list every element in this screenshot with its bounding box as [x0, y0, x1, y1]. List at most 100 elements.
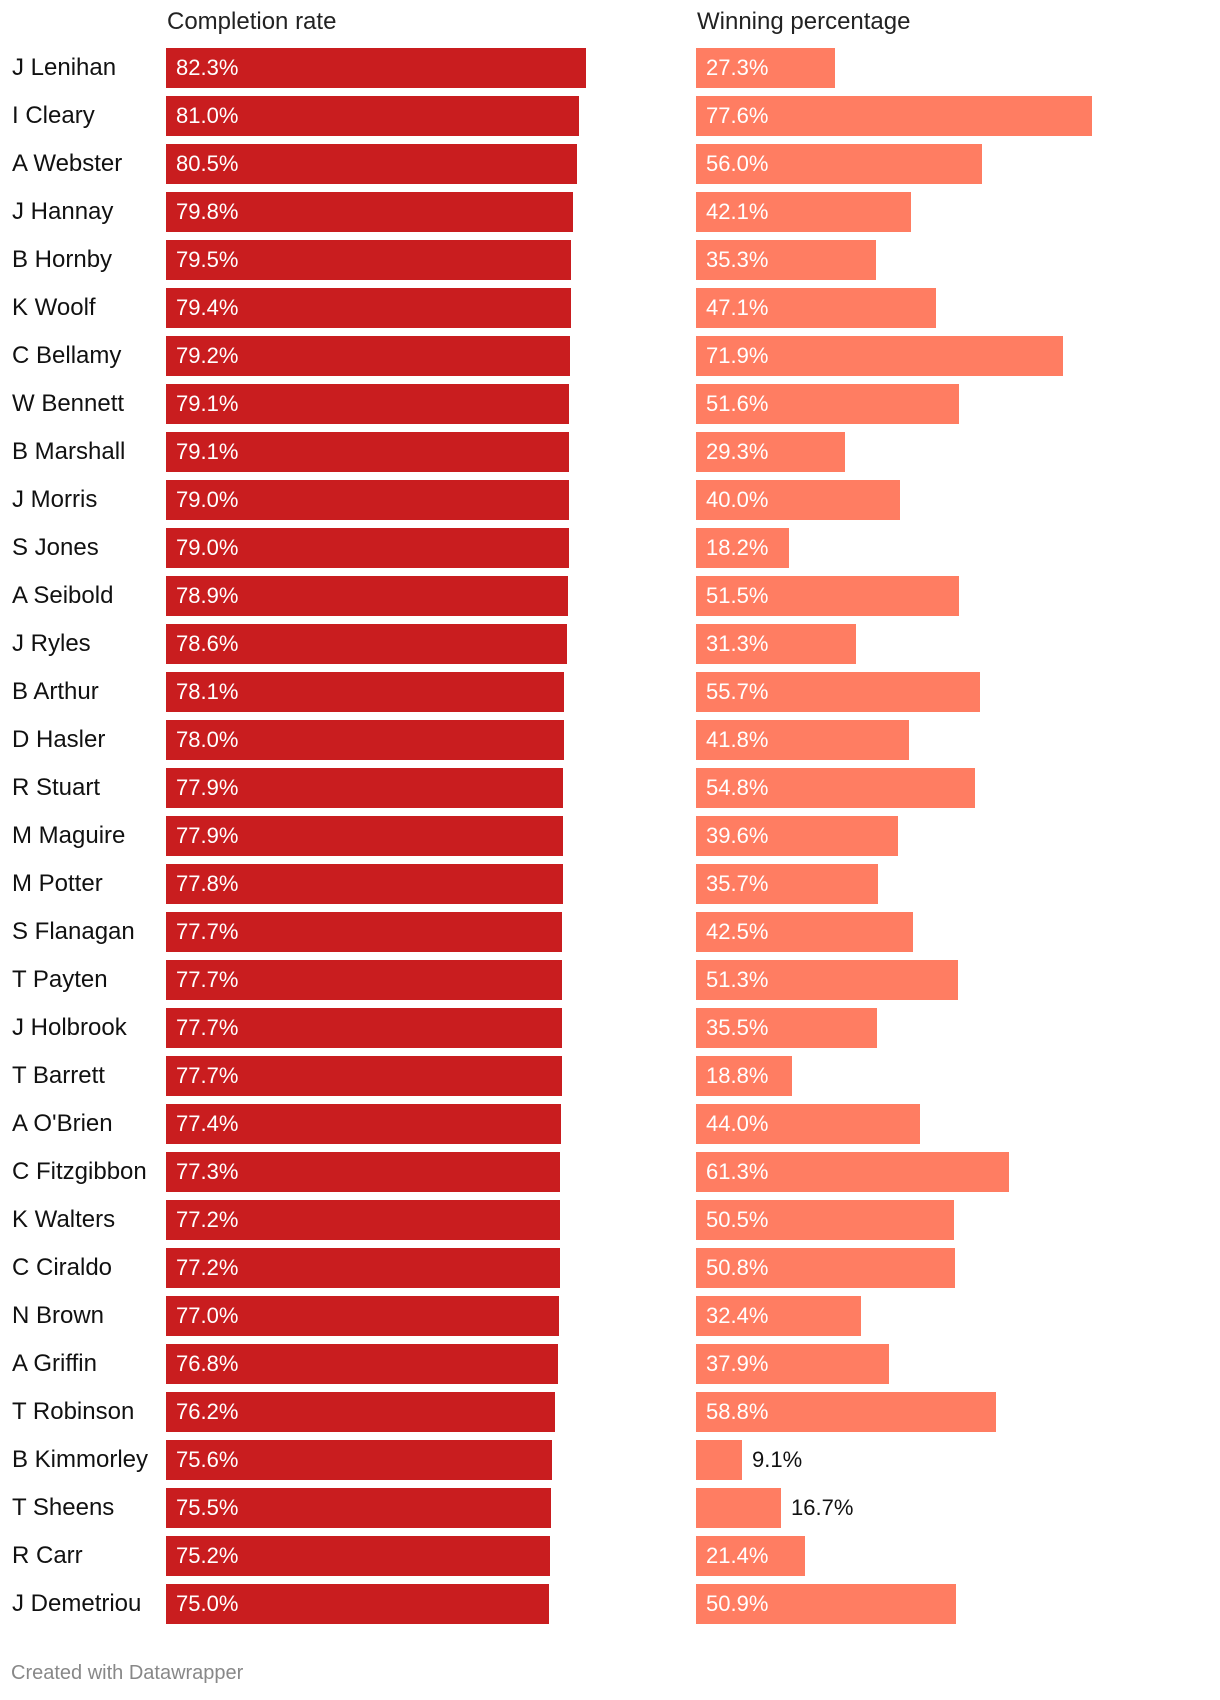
winning-value-r-carr: 21.4% — [706, 1543, 769, 1568]
completion-bar-a-o-brien — [166, 1104, 561, 1144]
completion-value-t-barrett: 77.7% — [176, 1063, 239, 1088]
completion-value-c-fitzgibbon: 77.3% — [176, 1159, 239, 1184]
winning-bar-j-morris — [696, 480, 900, 520]
completion-bar-b-marshall — [166, 432, 569, 472]
row-label-r-carr: R Carr — [12, 1542, 83, 1569]
completion-bar-k-woolf — [166, 288, 571, 328]
completion-bar-k-walters — [166, 1200, 560, 1240]
row-label-t-payten: T Payten — [12, 966, 108, 993]
completion-value-t-payten: 77.7% — [176, 967, 239, 992]
completion-value-r-stuart: 77.9% — [176, 775, 239, 800]
completion-rate-header: Completion rate — [167, 8, 337, 35]
completion-bar-c-ciraldo — [166, 1248, 560, 1288]
winning-value-c-ciraldo: 50.8% — [706, 1255, 769, 1280]
winning-value-m-potter: 35.7% — [706, 871, 769, 896]
completion-bar-r-stuart — [166, 768, 563, 808]
completion-bar-c-bellamy — [166, 336, 570, 376]
row-label-c-bellamy: C Bellamy — [12, 342, 122, 369]
completion-value-b-hornby: 79.5% — [176, 247, 239, 272]
completion-value-j-morris: 79.0% — [176, 487, 239, 512]
winning-value-b-kimmorley: 9.1% — [752, 1447, 803, 1472]
completion-value-d-hasler: 78.0% — [176, 727, 239, 752]
winning-value-n-brown: 32.4% — [706, 1303, 769, 1328]
winning-bar-j-ryles — [696, 624, 856, 664]
winning-value-j-hannay: 42.1% — [706, 199, 769, 224]
winning-value-w-bennett: 51.6% — [706, 391, 769, 416]
winning-bar-s-jones — [696, 528, 789, 568]
row-label-w-bennett: W Bennett — [12, 390, 125, 417]
completion-bar-t-barrett — [166, 1056, 562, 1096]
row-label-j-lenihan: J Lenihan — [12, 54, 117, 81]
completion-value-a-seibold: 78.9% — [176, 583, 239, 608]
winning-value-t-sheens: 16.7% — [791, 1495, 854, 1520]
completion-bar-t-payten — [166, 960, 562, 1000]
completion-value-t-sheens: 75.5% — [176, 1495, 239, 1520]
winning-bar-c-fitzgibbon — [696, 1152, 1009, 1192]
winning-bar-j-demetriou — [696, 1584, 956, 1624]
completion-value-j-demetriou: 75.0% — [176, 1591, 239, 1616]
winning-bar-a-seibold — [696, 576, 959, 616]
winning-value-r-stuart: 54.8% — [706, 775, 769, 800]
completion-value-k-walters: 77.2% — [176, 1207, 239, 1232]
winning-value-b-arthur: 55.7% — [706, 679, 769, 704]
completion-value-s-flanagan: 77.7% — [176, 919, 239, 944]
winning-bar-r-stuart — [696, 768, 975, 808]
winning-bar-j-lenihan — [696, 48, 835, 88]
row-label-t-barrett: T Barrett — [12, 1062, 105, 1089]
row-label-c-fitzgibbon: C Fitzgibbon — [12, 1158, 147, 1185]
completion-value-a-webster: 80.5% — [176, 151, 239, 176]
winning-bar-j-hannay — [696, 192, 911, 232]
row-label-k-woolf: K Woolf — [12, 294, 96, 321]
completion-value-b-kimmorley: 75.6% — [176, 1447, 239, 1472]
row-label-b-kimmorley: B Kimmorley — [12, 1446, 149, 1473]
row-label-m-maguire: M Maguire — [12, 822, 126, 849]
winning-value-t-payten: 51.3% — [706, 967, 769, 992]
winning-value-m-maguire: 39.6% — [706, 823, 769, 848]
row-label-k-walters: K Walters — [12, 1206, 116, 1233]
winning-bar-j-holbrook — [696, 1008, 877, 1048]
winning-value-i-cleary: 77.6% — [706, 103, 769, 128]
completion-bar-j-demetriou — [166, 1584, 549, 1624]
row-label-a-o-brien: A O'Brien — [12, 1110, 113, 1137]
row-label-a-griffin: A Griffin — [12, 1350, 97, 1377]
winning-bar-t-sheens — [696, 1488, 781, 1528]
winning-bar-b-hornby — [696, 240, 876, 280]
completion-bar-j-lenihan — [166, 48, 586, 88]
winning-value-j-morris: 40.0% — [706, 487, 769, 512]
winning-value-j-ryles: 31.3% — [706, 631, 769, 656]
completion-value-j-ryles: 78.6% — [176, 631, 239, 656]
completion-bar-c-fitzgibbon — [166, 1152, 560, 1192]
winning-percentage-header: Winning percentage — [697, 8, 911, 35]
row-label-j-morris: J Morris — [12, 486, 98, 513]
winning-bar-s-flanagan — [696, 912, 913, 952]
completion-bar-j-holbrook — [166, 1008, 562, 1048]
completion-bar-s-flanagan — [166, 912, 562, 952]
winning-value-s-jones: 18.2% — [706, 535, 769, 560]
winning-value-a-o-brien: 44.0% — [706, 1111, 769, 1136]
winning-value-d-hasler: 41.8% — [706, 727, 769, 752]
row-label-b-arthur: B Arthur — [12, 678, 99, 705]
row-label-n-brown: N Brown — [12, 1302, 105, 1329]
winning-bar-b-marshall — [696, 432, 845, 472]
completion-value-m-potter: 77.8% — [176, 871, 239, 896]
winning-bar-i-cleary — [696, 96, 1092, 136]
winning-bar-k-woolf — [696, 288, 936, 328]
completion-bar-i-cleary — [166, 96, 579, 136]
completion-bar-j-ryles — [166, 624, 567, 664]
row-label-b-marshall: B Marshall — [12, 438, 126, 465]
completion-bar-r-carr — [166, 1536, 550, 1576]
completion-value-m-maguire: 77.9% — [176, 823, 239, 848]
winning-value-s-flanagan: 42.5% — [706, 919, 769, 944]
winning-value-k-woolf: 47.1% — [706, 295, 769, 320]
winning-bar-b-kimmorley — [696, 1440, 742, 1480]
row-label-b-hornby: B Hornby — [12, 246, 113, 273]
winning-value-c-bellamy: 71.9% — [706, 343, 769, 368]
completion-value-c-ciraldo: 77.2% — [176, 1255, 239, 1280]
datawrapper-credit: Created with Datawrapper — [11, 1662, 244, 1684]
completion-value-a-o-brien: 77.4% — [176, 1111, 239, 1136]
winning-value-t-robinson: 58.8% — [706, 1399, 769, 1424]
completion-bar-w-bennett — [166, 384, 569, 424]
row-label-i-cleary: I Cleary — [12, 102, 95, 129]
completion-value-a-griffin: 76.8% — [176, 1351, 239, 1376]
